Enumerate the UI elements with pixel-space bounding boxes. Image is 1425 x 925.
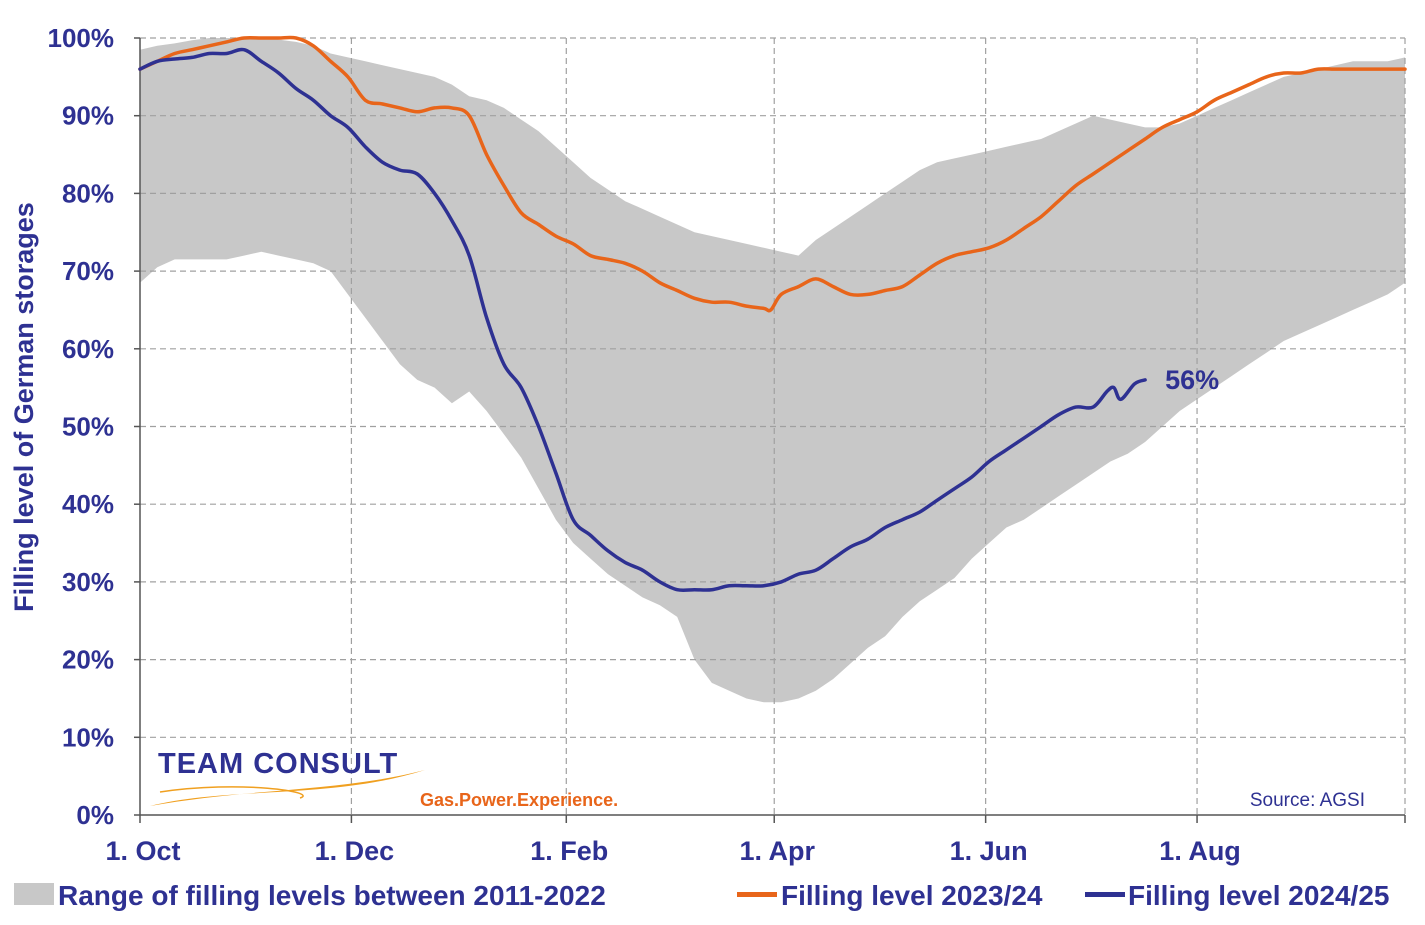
x-tick-label-3: 1. Apr xyxy=(739,836,815,866)
legend-swatch-2023-24 xyxy=(737,892,777,897)
y-tick-label-60: 60% xyxy=(62,334,114,364)
range-band-layer xyxy=(140,38,1405,703)
axes-layer xyxy=(134,37,1406,823)
legend-swatch-range xyxy=(14,883,54,905)
range-band-area xyxy=(140,38,1405,703)
legend-label-2023-24: Filling level 2023/24 xyxy=(781,880,1043,911)
series-line-2023-24 xyxy=(138,35,1407,313)
x-tick-label-2: 1. Feb xyxy=(530,836,608,866)
legend-label-2024-25: Filling level 2024/25 xyxy=(1128,880,1389,911)
y-tick-label-90: 90% xyxy=(62,101,114,131)
y-tick-label-20: 20% xyxy=(62,645,114,675)
y-axis-label: Filling level of German storages xyxy=(9,202,39,612)
y-tick-label-50: 50% xyxy=(62,412,114,442)
legend-label-range: Range of filling levels between 2011-202… xyxy=(58,880,606,911)
logo-swoosh-thin xyxy=(159,786,304,799)
logo-wordmark: TEAM CONSULT xyxy=(158,748,398,780)
y-tick-label-100: 100% xyxy=(48,23,115,53)
x-tick-label-4: 1. Jun xyxy=(950,836,1028,866)
x-tick-label-5: 1. Aug xyxy=(1159,836,1241,866)
team-consult-logo: TEAM CONSULT Gas.Power.Experience. xyxy=(150,748,618,810)
grid-layer xyxy=(140,37,1406,815)
series-line-2024-25 xyxy=(138,47,1147,593)
y-tick-label-10: 10% xyxy=(62,722,114,752)
legend: Range of filling levels between 2011-202… xyxy=(14,880,1389,911)
series-layer xyxy=(138,35,1407,593)
x-tick-label-0: 1. Oct xyxy=(105,836,180,866)
source-note: Source: AGSI xyxy=(1250,790,1365,811)
y-tick-label-30: 30% xyxy=(62,567,114,597)
annotation-56-percent: 56% xyxy=(1165,365,1219,395)
x-tick-labels: 1. Oct 1. Dec 1. Feb 1. Apr 1. Jun 1. Aug xyxy=(105,836,1240,866)
y-tick-label-80: 80% xyxy=(62,178,114,208)
y-tick-label-0: 0% xyxy=(76,800,114,830)
logo-tagline: Gas.Power.Experience. xyxy=(420,790,618,810)
legend-swatch-2024-25 xyxy=(1085,892,1125,897)
y-tick-label-70: 70% xyxy=(62,256,114,286)
x-tick-label-1: 1. Dec xyxy=(315,836,395,866)
y-tick-label-40: 40% xyxy=(62,489,114,519)
y-tick-labels: 0% 10% 20% 30% 40% 50% 60% 70% 80% 90% 100% xyxy=(48,23,115,830)
